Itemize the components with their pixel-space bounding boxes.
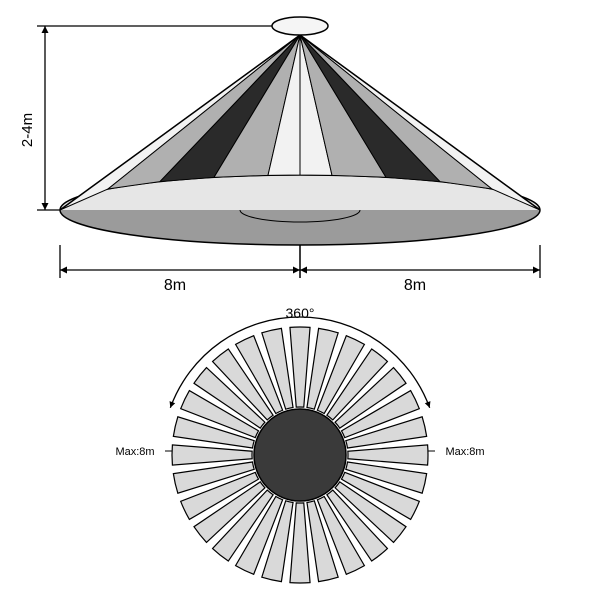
detection-petal bbox=[172, 445, 252, 465]
detection-petal bbox=[290, 327, 310, 407]
max-left-label: Max:8m bbox=[115, 446, 154, 458]
sensor-core bbox=[254, 409, 346, 501]
angle-label: 360° bbox=[286, 305, 315, 321]
ceiling-mount bbox=[272, 17, 328, 35]
max-right-label: Max:8m bbox=[445, 446, 484, 458]
width_right-label: 8m bbox=[404, 277, 426, 294]
side-view: 2-4m 8m 8m bbox=[19, 17, 540, 294]
detection-petal bbox=[348, 445, 428, 465]
top-view: 360° Max:8m Max:8m bbox=[115, 305, 484, 583]
height-label: 2-4m bbox=[19, 113, 36, 147]
detection-petal bbox=[290, 503, 310, 583]
sensor-coverage-diagram: 2-4m 8m 8m 360° Max:8m Max:8m bbox=[0, 0, 600, 600]
width_left-label: 8m bbox=[164, 277, 186, 294]
